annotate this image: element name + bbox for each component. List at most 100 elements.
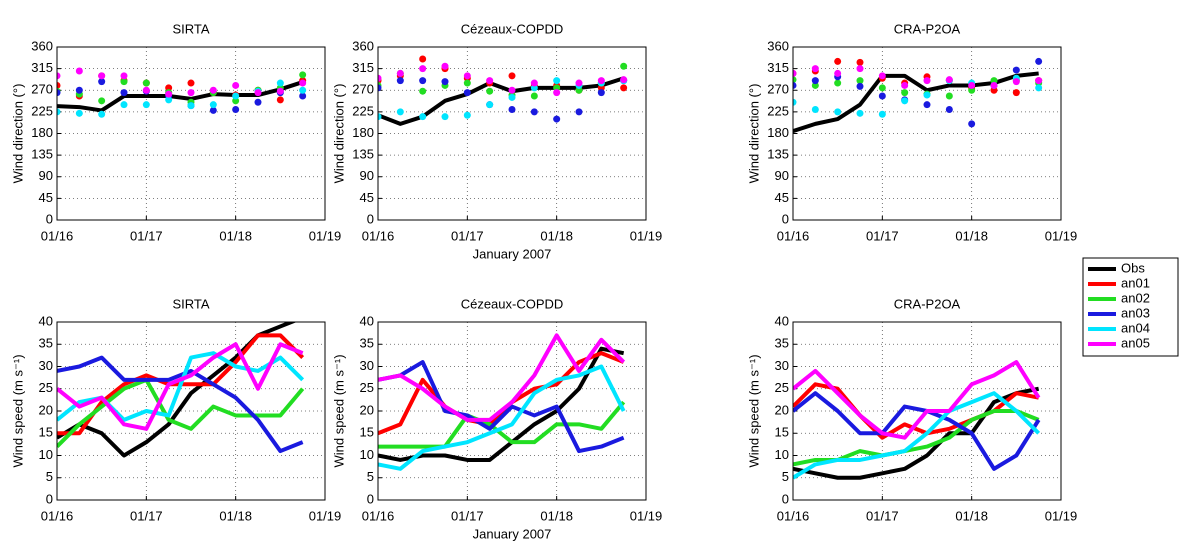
y-tick-label: 90 xyxy=(39,168,53,183)
y-tick-label: 0 xyxy=(46,491,53,506)
data-point xyxy=(209,86,217,94)
series-line xyxy=(378,364,626,471)
data-point xyxy=(553,84,561,92)
data-point xyxy=(120,89,128,97)
y-tick-label: 45 xyxy=(360,190,374,205)
y-tick-label: 10 xyxy=(39,447,53,462)
data-point xyxy=(142,79,150,87)
data-point xyxy=(878,72,886,80)
y-tick-label: 270 xyxy=(31,82,53,97)
y-tick-label: 20 xyxy=(360,402,374,417)
data-point xyxy=(165,90,173,98)
x-tick-label: 01/17 xyxy=(130,508,163,523)
data-point xyxy=(98,78,106,86)
data-point xyxy=(793,69,797,77)
data-point xyxy=(486,87,494,95)
series-line xyxy=(378,400,626,449)
data-point xyxy=(901,97,909,105)
axes-frame xyxy=(792,321,1062,501)
data-point xyxy=(990,86,998,94)
data-point xyxy=(276,79,284,87)
data-point xyxy=(57,72,61,80)
series-line xyxy=(793,71,1039,134)
y-axis-label: Wind direction (°) xyxy=(10,84,25,184)
x-tick-label: 01/19 xyxy=(309,228,342,243)
data-point xyxy=(441,113,449,121)
data-point xyxy=(597,77,605,85)
x-tick-label: 01/19 xyxy=(1045,508,1078,523)
y-tick-label: 30 xyxy=(775,358,789,373)
y-tick-label: 360 xyxy=(767,38,789,53)
axes-frame xyxy=(792,46,1062,221)
data-point xyxy=(419,65,427,73)
y-tick-label: 0 xyxy=(46,211,53,226)
x-tick-label: 01/19 xyxy=(309,508,342,523)
data-point xyxy=(553,89,561,97)
data-point xyxy=(620,76,628,84)
x-tick-label: 01/18 xyxy=(955,228,988,243)
data-point xyxy=(98,72,106,80)
subplot: 0 5 10 15 20 25 30 35 40 01/16 01/17 01/18 01/19 Céze… xyxy=(331,296,662,541)
data-point xyxy=(120,101,128,109)
data-point xyxy=(856,82,864,90)
data-point xyxy=(856,109,864,117)
y-tick-label: 135 xyxy=(31,147,53,162)
data-point xyxy=(254,98,262,106)
x-tick-label: 01/17 xyxy=(451,508,484,523)
series-line xyxy=(57,377,305,449)
data-point xyxy=(463,111,471,119)
y-tick-label: 270 xyxy=(767,82,789,97)
data-point xyxy=(1035,77,1043,85)
data-point xyxy=(856,65,864,73)
data-point xyxy=(187,79,195,87)
data-point xyxy=(1035,57,1043,65)
y-axis-label: Wind speed (m s⁻¹) xyxy=(746,354,761,467)
x-tick-label: 01/18 xyxy=(955,508,988,523)
y-tick-label: 30 xyxy=(39,358,53,373)
data-point xyxy=(419,87,427,95)
data-point xyxy=(834,69,842,77)
x-tick-label: 01/17 xyxy=(866,508,899,523)
data-point xyxy=(209,101,217,109)
plot-content xyxy=(57,67,307,118)
data-point xyxy=(187,102,195,110)
data-point xyxy=(834,79,842,87)
data-point xyxy=(945,92,953,100)
x-tick-label: 01/17 xyxy=(130,228,163,243)
data-point xyxy=(486,77,494,85)
subplot-title: Cézeaux-COPDD xyxy=(461,296,564,311)
data-point xyxy=(878,110,886,118)
data-point xyxy=(1012,89,1020,97)
series-line xyxy=(793,386,1040,480)
data-point xyxy=(75,109,83,117)
data-point xyxy=(575,108,583,116)
plot-content xyxy=(57,322,305,458)
x-tick-label: 01/18 xyxy=(540,508,573,523)
data-point xyxy=(901,81,909,89)
data-point xyxy=(968,86,976,94)
data-point xyxy=(793,81,797,89)
data-point xyxy=(530,84,538,92)
legend-label: an02 xyxy=(1121,290,1150,305)
y-tick-label: 0 xyxy=(782,211,789,226)
data-point xyxy=(254,89,262,97)
x-tick-label: 01/19 xyxy=(1045,228,1078,243)
y-tick-label: 25 xyxy=(39,380,53,395)
data-point xyxy=(419,55,427,63)
y-tick-label: 40 xyxy=(39,313,53,328)
data-point xyxy=(553,115,561,123)
data-point xyxy=(575,79,583,87)
y-tick-label: 225 xyxy=(767,103,789,118)
y-tick-label: 315 xyxy=(767,60,789,75)
axes-frame xyxy=(377,321,647,501)
data-point xyxy=(276,96,284,104)
data-point xyxy=(530,108,538,116)
data-point xyxy=(834,57,842,65)
y-tick-label: 25 xyxy=(775,380,789,395)
data-point xyxy=(396,69,404,77)
plot-content xyxy=(793,57,1043,134)
y-tick-label: 35 xyxy=(360,336,374,351)
y-tick-label: 315 xyxy=(352,60,374,75)
y-tick-label: 90 xyxy=(360,168,374,183)
y-tick-label: 10 xyxy=(360,447,374,462)
